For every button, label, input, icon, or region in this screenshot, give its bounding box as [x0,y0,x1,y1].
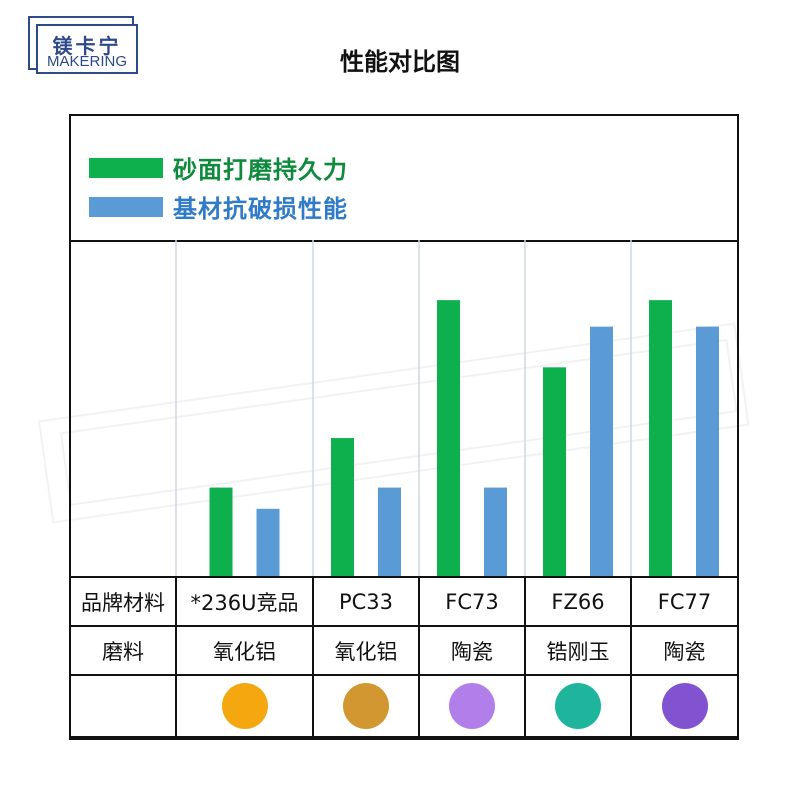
bar-substrate-3 [590,326,613,576]
color-cell [312,674,420,738]
brand-cell: FC77 [630,576,739,627]
abrasive-cell: 锆刚玉 [524,625,632,676]
bar-substrate-0 [256,508,280,576]
brand-row-label: 品牌材料 [69,576,177,627]
logo-cn-text: 镁卡宁 [52,34,122,58]
legend-item-substrate: 基材抗破损性能 [89,189,348,224]
bar-grind-3 [543,367,566,576]
legend-item-grind: 砂面打磨持久力 [89,150,348,185]
abrasive-row-label: 磨料 [69,625,177,676]
page-title: 性能对比图 [340,48,460,76]
abrasive-cell: 陶瓷 [418,625,526,676]
color-dot [661,683,708,729]
color-cell [418,674,526,738]
bar-substrate-4 [696,326,719,576]
legend-swatch-green [89,157,163,178]
abrasive-cell: 氧化铝 [175,625,314,676]
legend-label-grind: 砂面打磨持久力 [173,156,348,184]
bar-substrate-2 [484,487,507,576]
color-dot [343,683,389,729]
brand-cell: FZ66 [524,576,632,627]
brand-cell: FC73 [418,576,526,627]
color-dot [449,683,495,729]
bar-chart [175,240,719,576]
legend-label-substrate: 基材抗破损性能 [173,195,348,223]
abrasive-cell: 氧化铝 [312,625,420,676]
bar-grind-1 [331,438,354,576]
bar-grind-0 [209,487,233,576]
spec-table: 品牌材料 *236U竞品 PC33 FC73 FZ66 FC77 磨料 氧化铝 … [69,576,739,738]
legend-swatch-blue [89,196,163,217]
abrasive-cell: 陶瓷 [630,625,739,676]
color-row-label [69,674,177,738]
color-row [69,674,739,738]
brand-row: 品牌材料 *236U竞品 PC33 FC73 FZ66 FC77 [69,576,739,627]
color-cell [524,674,632,738]
color-cell [175,674,314,738]
bar-substrate-1 [378,487,401,576]
bar-grind-2 [437,300,460,576]
brand-cell: *236U竞品 [175,576,314,627]
logo-front-frame: 镁卡宁 MAKERING [36,24,138,74]
color-dot [555,683,601,729]
legend: 砂面打磨持久力 基材抗破损性能 [71,116,737,242]
color-cell [630,674,739,738]
brand-cell: PC33 [312,576,420,627]
color-dot [221,683,268,729]
brand-logo: 镁卡宁 MAKERING [28,16,140,74]
logo-en-text: MAKERING [46,53,127,70]
bar-grind-4 [649,300,672,576]
abrasive-row: 磨料 氧化铝 氧化铝 陶瓷 锆刚玉 陶瓷 [69,625,739,676]
chart-frame: 砂面打磨持久力 基材抗破损性能 [69,114,739,740]
